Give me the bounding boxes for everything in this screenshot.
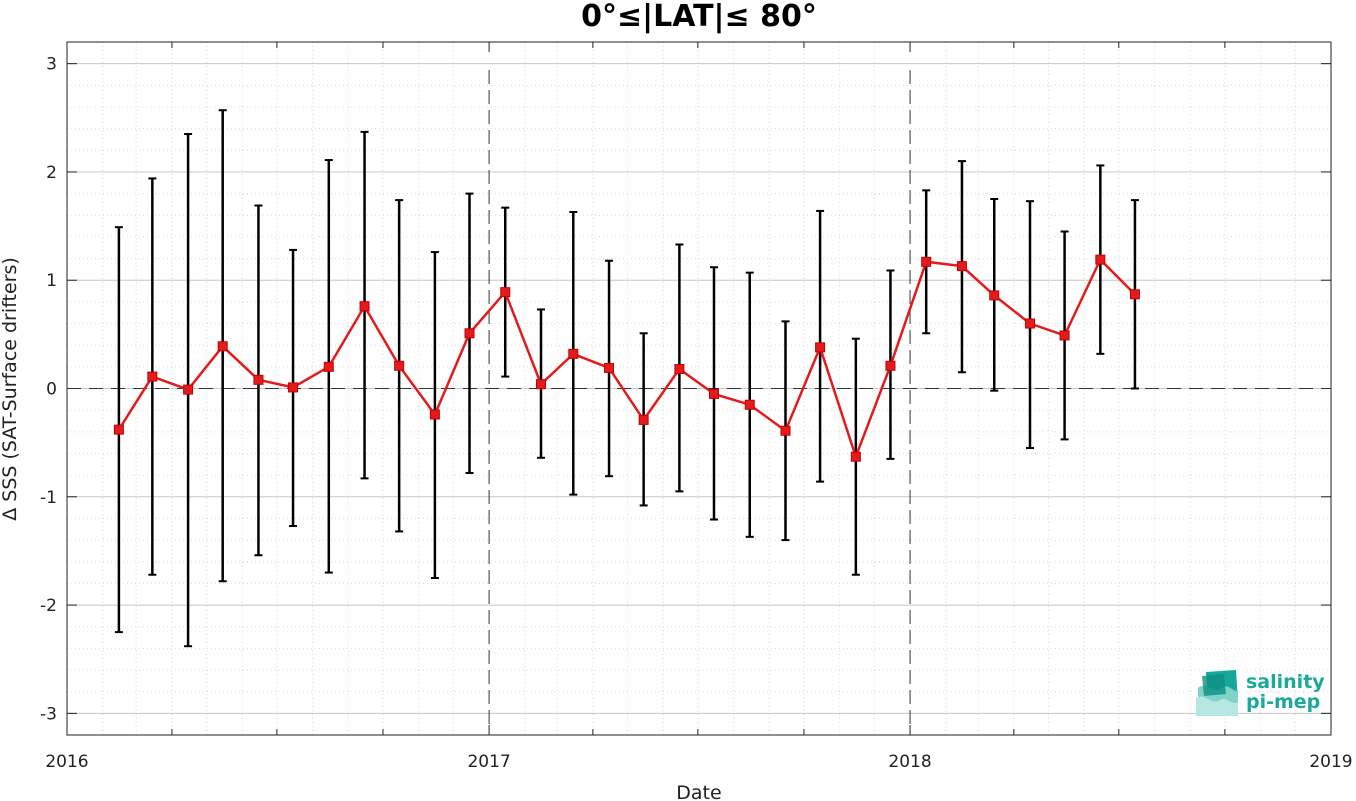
data-point [780, 425, 791, 436]
data-point [394, 360, 405, 371]
data-point [744, 399, 755, 410]
data-point [850, 451, 861, 462]
data-point [288, 382, 299, 393]
error-bars [114, 109, 1139, 648]
data-point [429, 409, 440, 420]
x-axis-label: Date [676, 782, 721, 801]
data-point [253, 374, 264, 385]
data-point [217, 341, 228, 352]
data-point [183, 384, 194, 395]
data-point [1059, 330, 1070, 341]
data-point [604, 362, 615, 373]
data-point [1024, 318, 1035, 329]
y-tick-label: -1 [40, 488, 57, 508]
grid [67, 41, 1331, 736]
data-point [815, 342, 826, 353]
x-tick-label: 2018 [888, 752, 931, 772]
data-point [885, 360, 896, 371]
data-point [989, 290, 1000, 301]
y-tick-label: 1 [46, 271, 57, 291]
data-point [638, 414, 649, 425]
chart-title: 0°≤|LAT|≤ 80° [581, 0, 817, 34]
data-point [113, 424, 124, 435]
y-tick-label: -3 [40, 704, 57, 724]
wave-logo-icon [1196, 670, 1238, 716]
x-tick-label: 2016 [45, 752, 88, 772]
data-point [708, 388, 719, 399]
data-point [500, 287, 511, 298]
logo-text-line2: pi-mep [1246, 691, 1320, 713]
reference-lines [67, 70, 1331, 725]
data-point [674, 364, 685, 375]
x-tick-label: 2019 [1309, 752, 1352, 772]
salinity-pi-mep-logo: salinity pi-mep [1196, 670, 1325, 716]
data-point [1129, 289, 1140, 300]
data-point [464, 328, 475, 339]
data-point [921, 256, 932, 267]
data-point [536, 379, 546, 390]
logo-text-line1: salinity [1246, 671, 1325, 693]
y-axis-label: Δ SSS (SAT-Surface drifters) [0, 257, 21, 521]
data-point [956, 261, 967, 272]
data-point [323, 361, 334, 372]
y-tick-label: 2 [46, 163, 57, 183]
y-tick-label: 3 [46, 55, 57, 75]
y-tick-label: -2 [40, 596, 57, 616]
y-tick-label: 0 [46, 380, 57, 400]
data-point [1095, 254, 1106, 265]
x-tick-label: 2017 [467, 752, 510, 772]
data-point [147, 371, 158, 382]
series [113, 254, 1140, 462]
axes: -3 -2 -1 0 1 2 3 2016 2017 2018 2019 [40, 42, 1353, 772]
series-line [117, 258, 1136, 458]
data-point [568, 348, 579, 359]
data-point [359, 301, 370, 312]
